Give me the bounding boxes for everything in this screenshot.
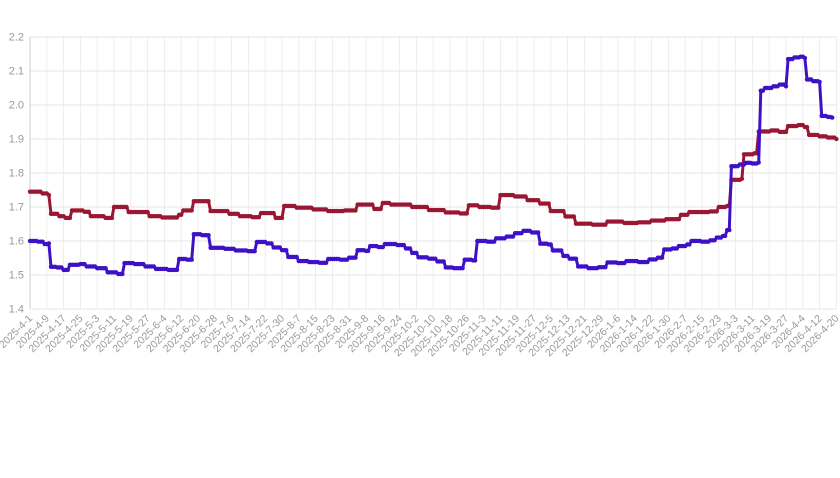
y-tick-label: 1.7	[9, 202, 24, 214]
y-tick-label: 1.5	[9, 270, 24, 282]
y-tick-label: 2.2	[9, 32, 24, 44]
y-tick-label: 2.0	[9, 100, 24, 112]
y-tick-label: 1.4	[9, 304, 24, 316]
y-axis-labels: 1.4 1.5 1.6 1.7 1.8 1.9 2.0 2.1 2.2	[9, 32, 24, 316]
red-series-line	[27, 122, 839, 227]
y-tick-label: 2.1	[9, 66, 24, 78]
y-tick-label: 1.8	[9, 168, 24, 180]
y-tick-label: 1.9	[9, 134, 24, 146]
y-tick-label: 1.6	[9, 236, 24, 248]
blue-series-line	[27, 54, 835, 277]
gridlines	[29, 36, 837, 310]
x-axis-labels: 2025-4-12025-4-92025-4-172025-4-252025-5…	[0, 313, 840, 360]
